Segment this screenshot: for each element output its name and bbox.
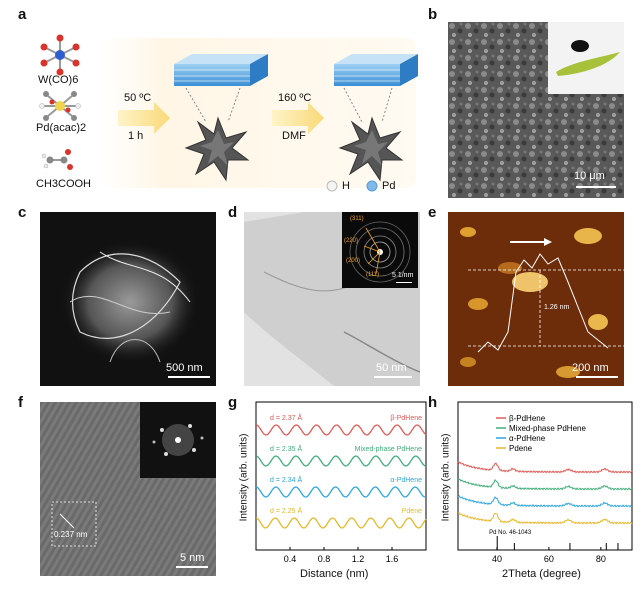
reagent-acetic-acid: CH3COOH xyxy=(36,178,92,190)
legend-label-h-0: β-PdHene xyxy=(509,414,546,423)
scale-e: 200 nm xyxy=(572,362,609,374)
d-label-g-1: d = 2.35 Å xyxy=(270,444,302,453)
xtick-label-g-2: 1.2 xyxy=(352,554,365,564)
panel-label-g: g xyxy=(228,394,238,411)
series-line-h-1 xyxy=(457,478,633,491)
xtick-label-g-1: 0.8 xyxy=(318,554,331,564)
reference-label-h: Pd No. 46-1043 xyxy=(489,530,532,536)
acetic-acid-molecule-icon xyxy=(41,149,73,170)
series-line-h-2 xyxy=(457,494,633,508)
chart-g-ylabel: Intensity (arb. units) xyxy=(238,433,250,522)
xtick-label-g-0: 0.4 xyxy=(284,554,297,564)
xtick-label-h-2: 80 xyxy=(596,554,606,564)
direction-arrow-icon xyxy=(544,238,552,246)
saed-pattern: (311) (220) (200) (111) 5 1/nm xyxy=(342,212,418,288)
saed-label-311: (311) xyxy=(350,216,364,222)
xtick-label-h-0: 40 xyxy=(492,554,502,564)
nanosheet-flower-1 xyxy=(184,116,250,182)
series-line-g-3 xyxy=(255,517,427,529)
hydrogen-atom-icon xyxy=(326,180,338,192)
chart-h-xlabel: 2Theta (degree) xyxy=(502,568,581,580)
nanosheet-flower-2 xyxy=(338,116,404,182)
d-label-g-3: d = 2.25 Å xyxy=(270,506,302,515)
panel-label-c: c xyxy=(18,204,27,221)
d-label-g-0: d = 2.37 Å xyxy=(270,413,302,422)
panel-label-d: d xyxy=(228,204,238,221)
pdhene-lattice-2 xyxy=(334,54,418,123)
tem-image: (311) (220) (200) (111) 5 1/nm 50 nm xyxy=(244,212,420,386)
lattice-spacing-marker xyxy=(59,513,75,529)
panel-label-f: f xyxy=(18,394,23,411)
series-line-g-2 xyxy=(255,486,427,498)
pdacac2-molecule-icon xyxy=(39,91,81,121)
step2-solvent: DMF xyxy=(282,130,306,142)
hrtem-image: 0.237 nm 5 nm xyxy=(40,402,216,576)
afm-image: 1.26 nm 200 nm xyxy=(448,212,624,386)
saed-label-200: (200) xyxy=(346,258,361,264)
legend-label-h-3: Pdene xyxy=(509,444,533,453)
step2-temperature: 160 ºC xyxy=(278,92,312,104)
panel-label-h: h xyxy=(428,394,438,411)
reaction-arrow-1 xyxy=(118,102,170,134)
d-spacing-label: 0.237 nm xyxy=(54,530,88,539)
legend-label-h-1: Mixed-phase PdHene xyxy=(509,424,586,433)
chart-h: β-PdHene Mixed-phase PdHene α-PdHene Pdene P… xyxy=(432,398,636,588)
chart-h-frame xyxy=(457,401,633,551)
reagent-wco6: W(CO)6 xyxy=(38,74,79,86)
scale-b: 10 μm xyxy=(574,170,605,182)
palladium-atom-icon xyxy=(366,180,378,192)
series-line-h-0 xyxy=(457,461,633,474)
chart-g-frame xyxy=(255,401,427,551)
panel-label-e: e xyxy=(428,204,437,221)
scale-f: 5 nm xyxy=(180,552,205,564)
xtick-label-g-3: 1.6 xyxy=(386,554,399,564)
series-name-g-2: α-PdHene xyxy=(390,477,422,484)
saed-label-220: (220) xyxy=(344,238,359,244)
scale-d: 50 nm xyxy=(376,362,407,374)
sem-image: 10 μm xyxy=(448,22,624,198)
step1-time: 1 h xyxy=(128,130,144,142)
series-name-g-1: Mixed-phase PdHene xyxy=(355,446,422,453)
step1-temperature: 50 ºC xyxy=(124,92,152,104)
series-name-g-0: β-PdHene xyxy=(390,415,422,422)
pdhene-lattice-1 xyxy=(174,54,268,123)
series-line-h-3 xyxy=(457,512,633,525)
saed-scale: 5 1/nm xyxy=(392,272,414,279)
series-line-g-1 xyxy=(255,455,427,467)
series-line-g-0 xyxy=(255,424,427,436)
reaction-arrow-2 xyxy=(272,102,324,134)
reagent-pdacac2: Pd(acac)2 xyxy=(36,122,87,134)
panel-label-b: b xyxy=(428,6,438,23)
scale-c: 500 nm xyxy=(166,362,203,374)
d-label-g-2: d = 2.34 Å xyxy=(270,475,302,484)
series-name-g-3: Pdene xyxy=(402,508,422,515)
synthesis-schematic: W(CO)6 Pd(acac)2 CH3COOH 50 ºC 1 h 160 º… xyxy=(36,18,424,200)
chart-g-xlabel: Distance (nm) xyxy=(300,568,369,580)
chart-g: d = 2.37 Å β-PdHene d = 2.35 Å Mixed-phase … xyxy=(230,398,430,588)
haadf-stem-image: 500 nm xyxy=(40,212,216,386)
panel-label-a: a xyxy=(18,6,27,23)
xtick-label-h-1: 60 xyxy=(544,554,554,564)
legend-h-label: H xyxy=(342,180,350,192)
legend-label-h-2: α-PdHene xyxy=(509,434,546,443)
fft-inset xyxy=(140,402,216,478)
sample-powder-icon xyxy=(571,40,589,52)
afm-height-label: 1.26 nm xyxy=(544,304,570,311)
saed-label-111: (111) xyxy=(366,272,380,278)
wco6-molecule-icon xyxy=(40,34,80,76)
legend-pd-label: Pd xyxy=(382,180,396,192)
chart-h-ylabel: Intensity (arb. units) xyxy=(440,433,452,522)
leaf-icon xyxy=(556,52,620,76)
